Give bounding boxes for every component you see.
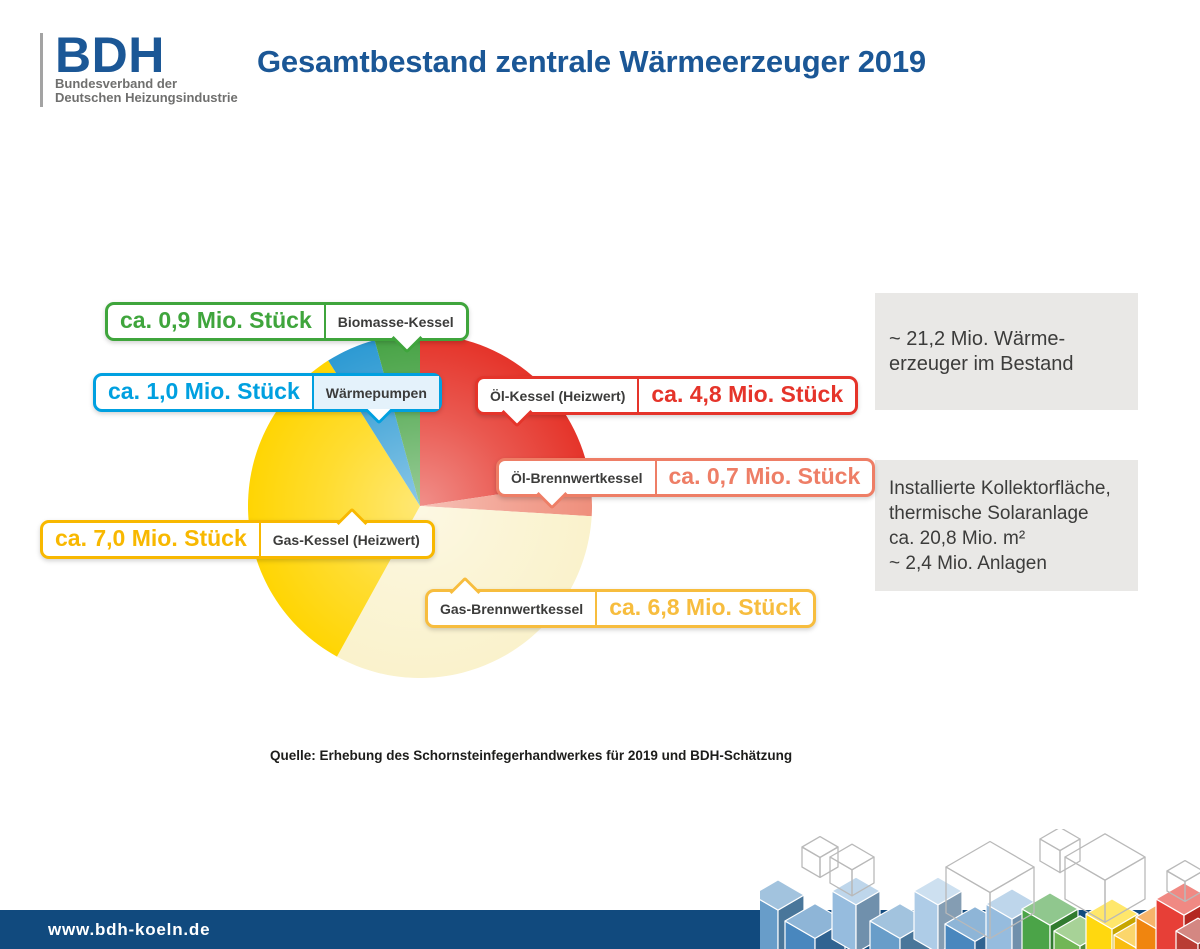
logo-subtitle-line2: Deutschen Heizungsindustrie bbox=[55, 90, 238, 106]
logo-divider bbox=[40, 33, 43, 107]
callout-value: ca. 4,8 Mio. Stück bbox=[637, 379, 855, 412]
callout-oel-kessel: Öl-Kessel (Heizwert) ca. 4,8 Mio. Stück bbox=[475, 376, 859, 428]
source-note: Quelle: Erhebung des Schornsteinfegerhan… bbox=[270, 748, 793, 763]
callout-oel-brennwertkessel: Öl-Brennwertkessel ca. 0,7 Mio. Stück bbox=[496, 458, 876, 510]
bdh-logo: BDH Bundesverband der Deutschen Heizungs… bbox=[40, 27, 238, 107]
info-box-bestand: ~ 21,2 Mio. Wärme-erzeuger im Bestand bbox=[875, 293, 1138, 410]
cubes-decoration bbox=[760, 829, 1200, 949]
page-title: Gesamtbestand zentrale Wärmeerzeuger 201… bbox=[257, 44, 926, 79]
logo-subtitle-line1: Bundesverband der bbox=[55, 76, 178, 91]
callout-label: Öl-Brennwertkessel bbox=[511, 469, 643, 486]
info-box-solar: Installierte Kollektorfläche, thermische … bbox=[875, 460, 1138, 591]
logo-text: BDH Bundesverband der Deutschen Heizungs… bbox=[55, 27, 238, 107]
callout-label: Gas-Kessel (Heizwert) bbox=[258, 523, 432, 556]
callout-biomasse-kessel: ca. 0,9 Mio. Stück Biomasse-Kessel bbox=[105, 302, 469, 354]
callout-gas-brennwertkessel: Gas-Brennwertkessel ca. 6,8 Mio. Stück bbox=[425, 576, 816, 628]
info-box-line: ~ 21,2 Mio. Wärme- bbox=[889, 327, 1066, 350]
callout-waermepumpen: ca. 1,0 Mio. Stück Wärmepumpen bbox=[93, 373, 442, 425]
info-box-line: erzeuger im Bestand bbox=[889, 352, 1074, 375]
callout-value: ca. 7,0 Mio. Stück bbox=[55, 525, 247, 551]
logo-acronym: BDH bbox=[55, 27, 165, 83]
info-box-line: ca. 20,8 Mio. m² bbox=[889, 527, 1026, 549]
callout-gas-kessel: ca. 7,0 Mio. Stück Gas-Kessel (Heizwert) bbox=[40, 507, 435, 559]
callout-label: Öl-Kessel (Heizwert) bbox=[490, 387, 626, 404]
callout-label: Biomasse-Kessel bbox=[323, 305, 466, 338]
callout-value: ca. 0,7 Mio. Stück bbox=[654, 461, 873, 494]
info-box-line: ~ 2,4 Mio. Anlagen bbox=[889, 552, 1047, 574]
callout-label: Gas-Brennwertkessel bbox=[440, 600, 584, 617]
callout-value: ca. 1,0 Mio. Stück bbox=[108, 378, 300, 404]
info-box-line: thermische Solaranlage bbox=[889, 502, 1089, 524]
callout-label: Wärmepumpen bbox=[311, 376, 439, 409]
callout-value: ca. 6,8 Mio. Stück bbox=[595, 592, 813, 625]
info-box-line: Installierte Kollektorfläche, bbox=[889, 477, 1111, 499]
footer-url: www.bdh-koeln.de bbox=[48, 920, 211, 939]
callout-value: ca. 0,9 Mio. Stück bbox=[120, 307, 312, 333]
